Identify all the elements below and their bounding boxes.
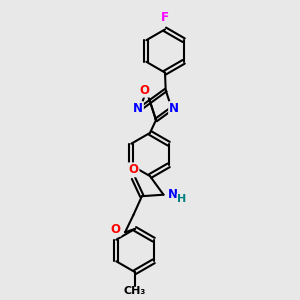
Text: O: O [110, 223, 121, 236]
Text: N: N [167, 188, 178, 201]
Text: N: N [133, 102, 143, 115]
Text: F: F [161, 11, 169, 25]
Text: H: H [178, 194, 187, 204]
Text: CH₃: CH₃ [124, 286, 146, 296]
Text: O: O [140, 84, 150, 97]
Text: N: N [169, 102, 179, 115]
Text: O: O [128, 163, 139, 176]
